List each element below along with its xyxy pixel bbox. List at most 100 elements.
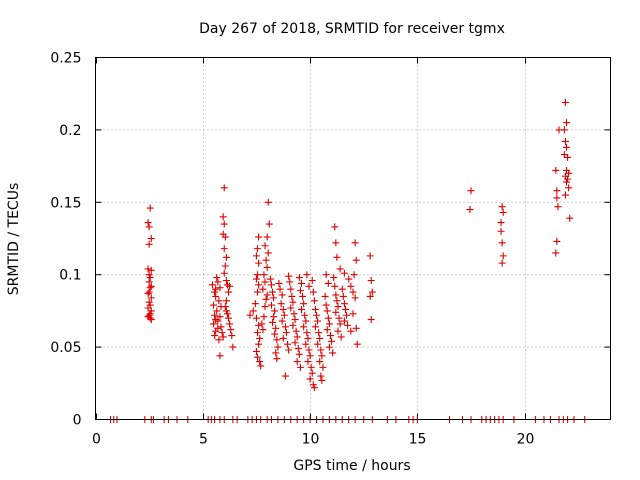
data-point xyxy=(316,358,324,366)
data-point xyxy=(252,347,260,355)
data-point xyxy=(298,279,305,287)
data-point xyxy=(314,317,322,325)
data-point xyxy=(561,191,569,199)
data-point xyxy=(146,284,154,292)
data-point xyxy=(259,326,267,334)
data-point xyxy=(325,320,333,328)
data-point xyxy=(208,281,216,289)
data-point xyxy=(275,279,283,287)
data-point xyxy=(311,305,319,313)
data-point xyxy=(263,263,271,271)
y-tick-label: 0.2 xyxy=(59,123,81,139)
data-point xyxy=(336,320,344,328)
data-points xyxy=(107,98,589,423)
data-point xyxy=(278,317,286,325)
x-axis-label: GPS time / hours xyxy=(293,458,410,474)
x-tick-label: 20 xyxy=(517,432,535,448)
data-point xyxy=(273,336,281,344)
data-point xyxy=(339,292,347,300)
data-point xyxy=(221,233,229,241)
data-point xyxy=(252,252,260,260)
data-point xyxy=(310,384,318,392)
data-point xyxy=(561,98,569,106)
data-point xyxy=(303,271,311,279)
data-point xyxy=(351,294,359,302)
data-point xyxy=(307,363,315,371)
data-point xyxy=(272,349,280,357)
x-tick-labels: 0 5 10 15 20 xyxy=(92,432,534,448)
data-point xyxy=(263,233,271,241)
data-point xyxy=(144,265,152,273)
data-point xyxy=(296,287,304,295)
data-point xyxy=(332,308,340,316)
data-point xyxy=(255,281,263,289)
data-point xyxy=(300,300,308,308)
data-point xyxy=(254,271,262,279)
data-point xyxy=(279,334,287,342)
data-point xyxy=(145,288,153,296)
data-point xyxy=(333,297,341,305)
data-point xyxy=(257,362,265,370)
data-point xyxy=(264,198,272,206)
data-point xyxy=(315,329,323,337)
data-point xyxy=(565,184,573,192)
data-point xyxy=(366,252,374,260)
data-point xyxy=(145,271,153,279)
data-point xyxy=(338,285,346,293)
data-point xyxy=(222,297,230,305)
x-tick-label: 0 xyxy=(92,432,101,448)
data-point xyxy=(211,288,219,296)
data-point xyxy=(210,320,218,328)
data-point xyxy=(332,239,340,247)
data-point xyxy=(252,314,260,322)
data-point xyxy=(304,334,312,342)
data-point xyxy=(226,282,234,290)
data-point xyxy=(301,311,309,319)
data-point xyxy=(499,208,507,216)
data-point xyxy=(308,276,316,284)
data-point xyxy=(309,288,317,296)
data-point xyxy=(565,169,573,177)
data-point xyxy=(291,316,299,324)
data-point xyxy=(289,321,297,329)
data-point xyxy=(564,153,572,161)
data-point xyxy=(332,291,340,299)
data-point xyxy=(252,275,260,283)
data-point xyxy=(334,303,342,311)
data-point xyxy=(213,307,221,315)
chart-title: Day 267 of 2018, SRMTID for receiver tgm… xyxy=(199,21,505,37)
data-point xyxy=(267,301,275,309)
data-point xyxy=(306,352,314,360)
data-point xyxy=(352,324,360,332)
data-point xyxy=(563,178,571,186)
data-point xyxy=(254,245,262,253)
data-point xyxy=(347,327,355,335)
data-point xyxy=(145,298,153,306)
data-point xyxy=(213,274,221,282)
data-point xyxy=(145,311,153,319)
y-tick-label: 0.15 xyxy=(50,195,81,211)
data-point xyxy=(323,307,331,315)
data-point xyxy=(351,239,359,247)
data-point xyxy=(269,288,277,296)
data-point xyxy=(219,213,227,221)
x-tick-label: 5 xyxy=(199,432,208,448)
data-point xyxy=(553,194,561,202)
data-point xyxy=(337,333,345,341)
data-point xyxy=(147,294,155,302)
data-point xyxy=(287,285,295,293)
data-point xyxy=(319,363,327,371)
data-point xyxy=(246,311,254,319)
data-point xyxy=(221,262,229,270)
data-point xyxy=(497,219,505,227)
data-point xyxy=(560,151,568,159)
data-point xyxy=(216,313,224,321)
data-point xyxy=(147,235,155,242)
data-point xyxy=(282,329,290,337)
data-point xyxy=(262,295,270,303)
data-point xyxy=(467,187,475,195)
data-point xyxy=(267,281,275,289)
data-point xyxy=(262,256,270,264)
data-point xyxy=(284,340,292,348)
data-point xyxy=(146,274,154,282)
